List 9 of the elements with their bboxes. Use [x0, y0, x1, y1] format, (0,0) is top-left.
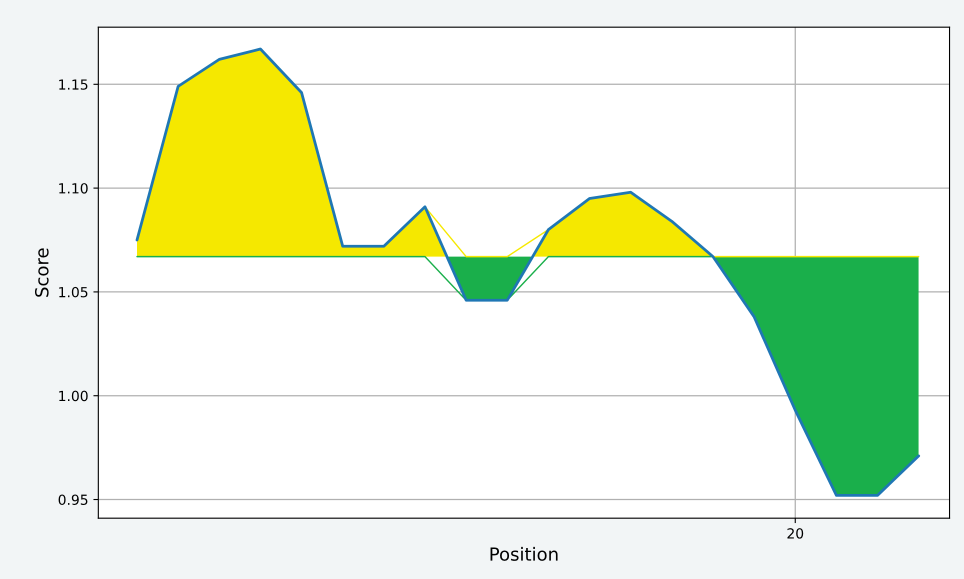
y-tick-label: 1.15 — [59, 79, 88, 90]
x-tick-label: 20 — [787, 528, 804, 539]
y-tick-label: 1.05 — [59, 286, 88, 298]
y-tick-label: 1.00 — [59, 390, 88, 402]
y-axis-title: Score — [34, 248, 49, 297]
line-series — [136, 48, 920, 497]
x-axis-title: Position — [490, 546, 558, 561]
y-tick-label: 0.95 — [58, 494, 88, 505]
y-tick-label: 1.10 — [59, 183, 88, 194]
